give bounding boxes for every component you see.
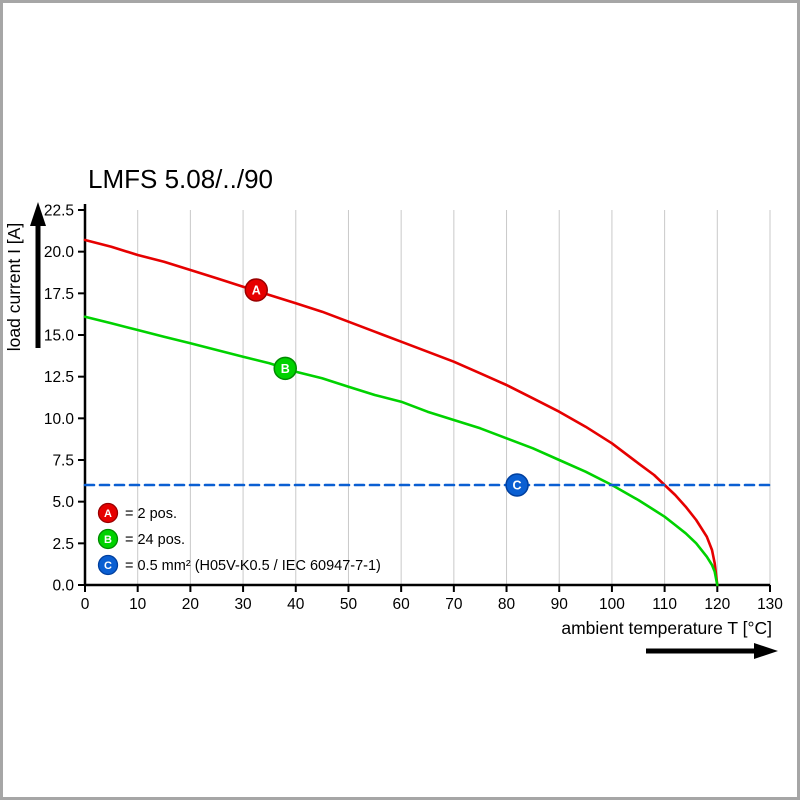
x-tick-label-0: 0 xyxy=(81,596,90,613)
legend-marker-A xyxy=(97,502,119,524)
legend-marker-C xyxy=(97,554,119,576)
y-tick-label-22.5: 22.5 xyxy=(44,203,74,220)
x-tick-label-80: 80 xyxy=(498,596,516,613)
x-tick-label-20: 20 xyxy=(182,596,200,613)
x-tick-label-40: 40 xyxy=(287,596,305,613)
x-tick-label-130: 130 xyxy=(757,596,783,613)
legend-letter-B: B xyxy=(104,534,112,546)
y-tick-label-15: 15.0 xyxy=(44,328,75,345)
series-B-line xyxy=(83,315,719,587)
legend-label-B: = 24 pos. xyxy=(125,532,185,548)
y-axis-arrow-head xyxy=(30,202,46,226)
y-tick-label-20: 20.0 xyxy=(44,244,75,261)
y-tick-label-5: 5.0 xyxy=(52,494,74,511)
y-axis-arrow xyxy=(30,202,46,348)
y-tick-label-10: 10.0 xyxy=(44,411,75,428)
marker-A-letter: A xyxy=(252,284,261,298)
legend-letter-A: A xyxy=(104,508,112,520)
plot-area: 0.0 2.5 5.0 7.5 10.0 12.5 15.0 17.5 20.0 22.5 0 10 2… xyxy=(44,203,783,614)
x-axis-label: ambient temperature T [°C] xyxy=(561,618,772,638)
y-tick-label-7.5: 7.5 xyxy=(52,453,74,470)
y-tick-label-0: 0.0 xyxy=(52,578,74,595)
x-tick-label-30: 30 xyxy=(234,596,252,613)
legend-label-C: = 0.5 mm² (H05V-K0.5 / IEC 60947-7-1) xyxy=(125,558,381,574)
x-tick-label-100: 100 xyxy=(599,596,625,613)
legend-letter-C: C xyxy=(104,560,112,572)
marker-A xyxy=(244,278,268,302)
x-tick-label-120: 120 xyxy=(704,596,730,613)
y-tick-label-2.5: 2.5 xyxy=(52,536,74,553)
x-axis-arrow xyxy=(646,643,778,659)
y-axis-label: load current I [A] xyxy=(4,223,24,351)
chart-title: LMFS 5.08/../90 xyxy=(88,164,273,194)
legend-label-A: = 2 pos. xyxy=(125,506,177,522)
x-axis-arrow-head xyxy=(754,643,778,659)
legend-marker-B xyxy=(97,528,119,550)
x-tick-label-50: 50 xyxy=(340,596,358,613)
marker-B-letter: B xyxy=(281,362,290,376)
marker-B xyxy=(273,356,297,381)
x-tick-label-90: 90 xyxy=(551,596,569,613)
series-A-line xyxy=(83,238,719,587)
marker-C-letter: C xyxy=(513,479,522,493)
x-tick-label-70: 70 xyxy=(445,596,463,613)
y-tick-label-17.5: 17.5 xyxy=(44,286,74,303)
x-tick-label-110: 110 xyxy=(652,596,677,613)
x-tick-label-10: 10 xyxy=(129,596,147,613)
x-tick-label-60: 60 xyxy=(393,596,411,613)
y-tick-label-12.5: 12.5 xyxy=(44,369,74,386)
marker-C xyxy=(505,473,529,497)
